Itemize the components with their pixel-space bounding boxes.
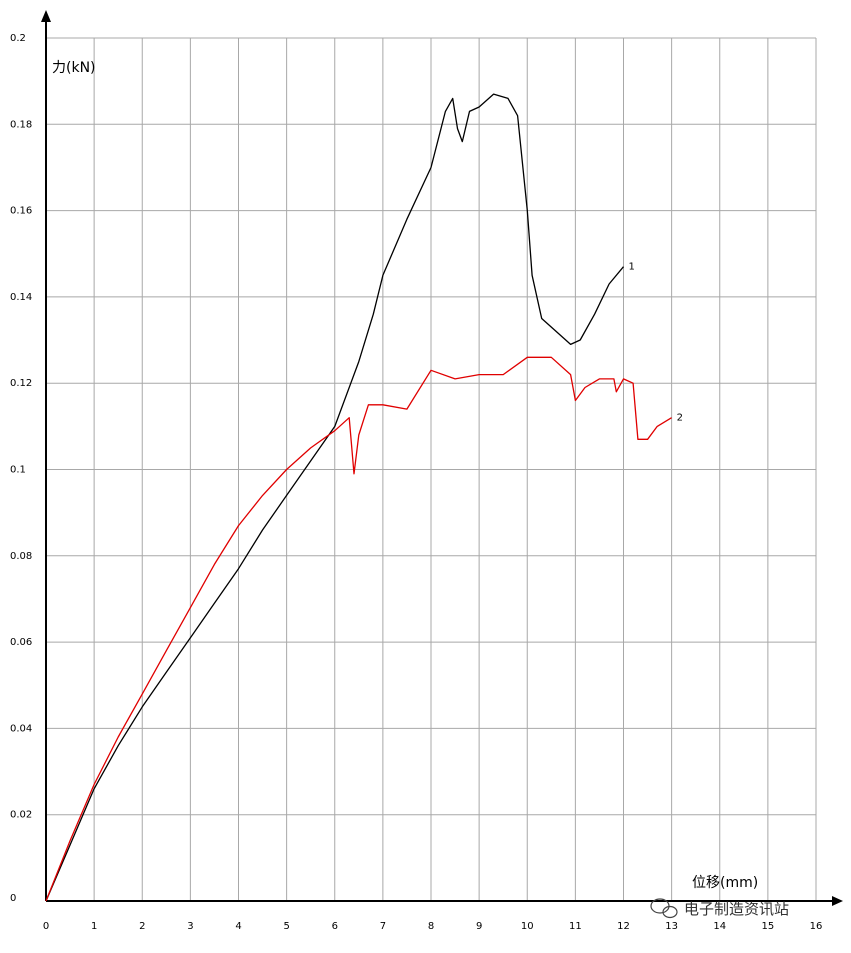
series-label-2: 2 <box>677 413 683 424</box>
x-tick-label: 8 <box>428 921 434 932</box>
x-axis-arrow <box>832 896 843 906</box>
y-tick-labels: 0 0.02 0.04 0.06 0.08 0.1 0.12 0.14 0.16 0.18 0.2 <box>10 33 32 904</box>
y-tick-label: 0.08 <box>10 551 32 562</box>
series-label-1: 1 <box>629 262 635 273</box>
x-tick-label: 10 <box>521 921 534 932</box>
x-tick-label: 4 <box>235 921 241 932</box>
y-tick-label: 0.02 <box>10 810 32 821</box>
x-tick-label: 6 <box>332 921 338 932</box>
x-tick-label: 14 <box>713 921 726 932</box>
x-tick-label: 15 <box>762 921 775 932</box>
x-tick-labels: 0 1 2 3 4 5 6 7 8 9 10 11 12 13 14 15 16 <box>43 921 823 932</box>
x-tick-label: 13 <box>665 921 678 932</box>
y-tick-label: 0.2 <box>10 33 26 44</box>
x-tick-label: 7 <box>380 921 386 932</box>
y-tick-label: 0 <box>10 893 16 904</box>
y-axis-arrow <box>41 10 51 22</box>
watermark: 电子制造资讯站 <box>650 898 789 919</box>
series-line-2 <box>45 356 672 902</box>
x-tick-label: 9 <box>476 921 482 932</box>
series-lines <box>45 93 672 902</box>
x-tick-label: 2 <box>139 921 145 932</box>
y-tick-label: 0.1 <box>10 465 26 476</box>
wechat-icon <box>650 898 678 919</box>
x-tick-label: 5 <box>283 921 289 932</box>
y-tick-label: 0.14 <box>10 292 32 303</box>
y-tick-label: 0.16 <box>10 206 32 217</box>
y-axis-label: 力(kN) <box>52 60 96 76</box>
series-labels: 12 <box>629 262 684 424</box>
y-tick-label: 0.04 <box>10 723 32 734</box>
x-tick-label: 3 <box>187 921 193 932</box>
y-tick-label: 0.18 <box>10 119 32 130</box>
x-tick-label: 0 <box>43 921 49 932</box>
y-tick-label: 0.12 <box>10 378 32 389</box>
x-tick-label: 1 <box>91 921 97 932</box>
x-tick-label: 12 <box>617 921 630 932</box>
x-tick-label: 16 <box>810 921 823 932</box>
watermark-text: 电子制造资讯站 <box>684 900 789 918</box>
axes <box>41 10 843 906</box>
x-axis-label: 位移(mm) <box>692 875 758 891</box>
series-line-1 <box>45 93 624 902</box>
y-tick-label: 0.06 <box>10 637 32 648</box>
x-tick-label: 11 <box>569 921 582 932</box>
